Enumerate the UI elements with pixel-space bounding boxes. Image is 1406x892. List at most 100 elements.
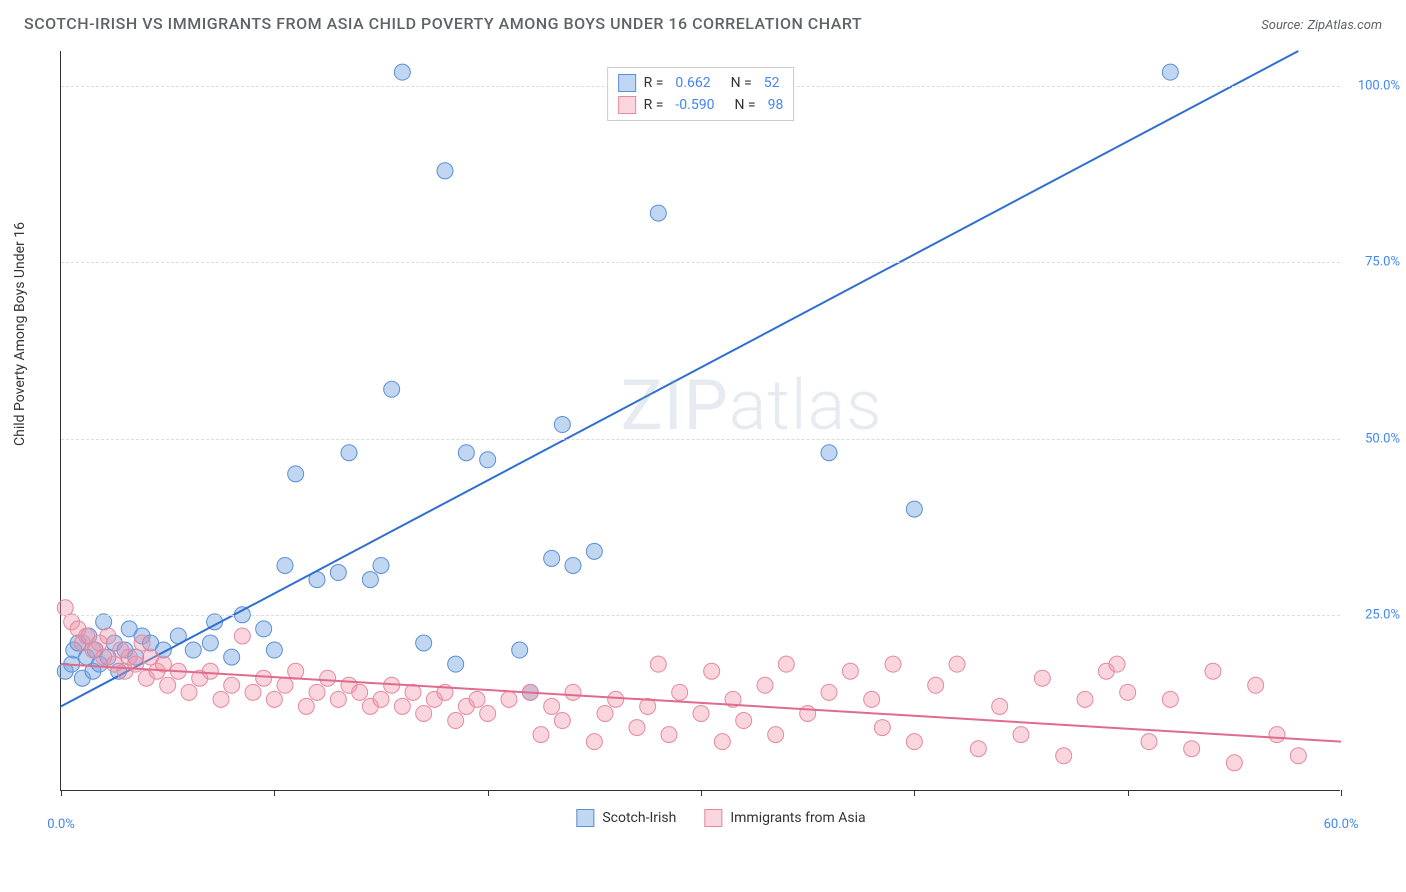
data-point <box>202 663 218 679</box>
data-point <box>277 677 293 693</box>
data-point <box>288 466 304 482</box>
data-point <box>1034 670 1050 686</box>
data-point <box>1141 734 1157 750</box>
data-point <box>330 691 346 707</box>
gridline <box>61 615 1340 616</box>
r-label: R = <box>644 97 664 113</box>
x-tick <box>701 790 702 796</box>
data-point <box>330 565 346 581</box>
n-label: N = <box>731 75 752 91</box>
data-point <box>533 727 549 743</box>
data-point <box>266 642 282 658</box>
data-point <box>928 677 944 693</box>
data-point <box>448 656 464 672</box>
legend-bottom: Scotch-Irish Immigrants from Asia <box>576 809 865 827</box>
data-point <box>544 550 560 566</box>
x-tick-label: 0.0% <box>47 817 75 832</box>
data-point <box>544 698 560 714</box>
gridline <box>61 262 1340 263</box>
scatter-plot-svg <box>61 51 1340 790</box>
data-point <box>57 600 73 616</box>
data-point <box>100 628 116 644</box>
data-point <box>1184 741 1200 757</box>
data-point <box>970 741 986 757</box>
chart-title: SCOTCH-IRISH VS IMMIGRANTS FROM ASIA CHI… <box>24 14 862 33</box>
data-point <box>629 720 645 736</box>
data-point <box>202 635 218 651</box>
data-point <box>512 642 528 658</box>
data-point <box>256 670 272 686</box>
data-point <box>320 670 336 686</box>
data-point <box>1162 64 1178 80</box>
chart-container: R = 0.662 N = 52 R = -0.590 N = 98 ZIPat… <box>60 41 1382 831</box>
data-point <box>1109 656 1125 672</box>
data-point <box>501 691 517 707</box>
data-point <box>480 452 496 468</box>
data-point <box>185 642 201 658</box>
legend-swatch-scotch-irish <box>618 74 636 92</box>
data-point <box>586 734 602 750</box>
n-value-scotch-irish: 52 <box>764 75 780 91</box>
data-point <box>373 557 389 573</box>
data-point <box>448 713 464 729</box>
data-point <box>778 656 794 672</box>
data-point <box>906 501 922 517</box>
data-point <box>672 684 688 700</box>
y-axis-label: Child Poverty Among Boys Under 16 <box>12 222 28 446</box>
data-point <box>1162 691 1178 707</box>
x-tick <box>1341 790 1342 796</box>
data-point <box>384 381 400 397</box>
trend-line <box>61 664 1341 742</box>
data-point <box>416 635 432 651</box>
data-point <box>650 656 666 672</box>
legend-swatch-immigrants-asia <box>704 809 722 827</box>
legend-correlation-box: R = 0.662 N = 52 R = -0.590 N = 98 <box>607 67 795 121</box>
data-point <box>757 677 773 693</box>
data-point <box>213 691 229 707</box>
y-tick-label: 50.0% <box>1365 431 1400 446</box>
data-point <box>650 205 666 221</box>
data-point <box>661 727 677 743</box>
data-point <box>234 628 250 644</box>
legend-item-immigrants-asia: Immigrants from Asia <box>704 809 865 827</box>
data-point <box>1205 663 1221 679</box>
n-label: N = <box>734 97 755 113</box>
source-label: Source: <box>1261 18 1303 33</box>
data-point <box>160 677 176 693</box>
data-point <box>224 649 240 665</box>
plot-area: R = 0.662 N = 52 R = -0.590 N = 98 ZIPat… <box>60 51 1340 791</box>
data-point <box>608 691 624 707</box>
data-point <box>874 720 890 736</box>
data-point <box>554 713 570 729</box>
data-point <box>394 64 410 80</box>
data-point <box>586 543 602 559</box>
data-point <box>554 417 570 433</box>
data-point <box>736 713 752 729</box>
legend-swatch-scotch-irish <box>576 809 594 827</box>
r-value-scotch-irish: 0.662 <box>675 75 710 91</box>
r-value-immigrants-asia: -0.590 <box>675 97 714 113</box>
data-point <box>714 734 730 750</box>
legend-swatch-immigrants-asia <box>618 96 636 114</box>
x-tick <box>914 790 915 796</box>
r-label: R = <box>644 75 664 91</box>
data-point <box>704 663 720 679</box>
data-point <box>277 557 293 573</box>
data-point <box>992 698 1008 714</box>
y-tick-label: 25.0% <box>1365 607 1400 622</box>
data-point <box>298 698 314 714</box>
legend-row-immigrants-asia: R = -0.590 N = 98 <box>618 94 784 116</box>
data-point <box>885 656 901 672</box>
source-attribution: Source: ZipAtlas.com <box>1261 14 1382 33</box>
data-point <box>1269 727 1285 743</box>
legend-label-scotch-irish: Scotch-Irish <box>602 810 676 826</box>
y-tick-label: 100.0% <box>1358 79 1400 94</box>
data-point <box>1056 748 1072 764</box>
data-point <box>288 663 304 679</box>
data-point <box>480 705 496 721</box>
x-tick <box>488 790 489 796</box>
n-value-immigrants-asia: 98 <box>768 97 784 113</box>
data-point <box>245 684 261 700</box>
data-point <box>266 691 282 707</box>
data-point <box>1077 691 1093 707</box>
